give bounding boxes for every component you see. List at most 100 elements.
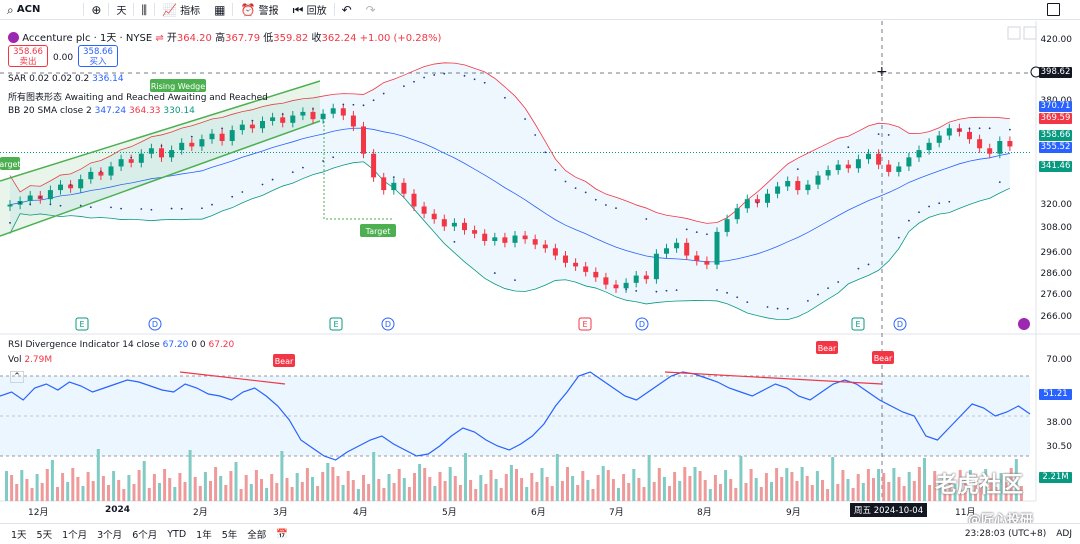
dividend-marker-label: D bbox=[639, 320, 645, 329]
volume-bar bbox=[520, 478, 524, 501]
candle-body bbox=[714, 231, 720, 265]
volume-bar bbox=[759, 487, 763, 501]
layout-button[interactable]: ▦ bbox=[207, 0, 232, 20]
candle-body bbox=[98, 171, 104, 176]
sar-dot bbox=[695, 231, 698, 234]
candle-body bbox=[68, 184, 74, 189]
volume-bar bbox=[209, 481, 212, 501]
sar-dot bbox=[635, 289, 638, 292]
candle-body bbox=[936, 135, 942, 143]
clock-time[interactable]: 23:28:03 (UTC+8) bbox=[964, 529, 1047, 539]
goto-date-button[interactable]: 📅 bbox=[271, 529, 293, 540]
sar-dot bbox=[241, 191, 244, 193]
volume-bar bbox=[362, 475, 365, 501]
volume-bar bbox=[566, 467, 569, 501]
range-ytd[interactable]: YTD bbox=[167, 528, 187, 540]
sar-dot bbox=[352, 103, 355, 106]
volume-bar bbox=[999, 473, 1003, 501]
candle-body bbox=[300, 111, 306, 116]
candle-body bbox=[835, 164, 841, 171]
alert-button[interactable]: ⏰ 警报 bbox=[233, 0, 285, 20]
sar-dot bbox=[908, 219, 910, 222]
earnings-marker-label: E bbox=[79, 320, 84, 329]
sar-dot bbox=[332, 156, 335, 159]
price-chart[interactable]: + Rising Wedge Target arget Bear Bear Bear E D E D… bbox=[0, 21, 1080, 521]
symbol-label: ACN bbox=[16, 4, 41, 15]
chart-area[interactable]: + Rising Wedge Target arget Bear Bear Bear E D E D… bbox=[0, 21, 1080, 528]
volume-bar bbox=[40, 483, 44, 501]
range-1d[interactable]: 1天 bbox=[11, 530, 27, 541]
candle-body bbox=[7, 204, 13, 207]
volume-bar bbox=[571, 476, 575, 501]
volume-bar bbox=[10, 475, 14, 501]
compare-button[interactable]: ⊕ bbox=[84, 0, 108, 20]
volume-bar bbox=[815, 471, 819, 501]
range-5d[interactable]: 5天 bbox=[36, 530, 53, 541]
range-5y[interactable]: 5年 bbox=[221, 530, 238, 541]
volume-bar bbox=[836, 484, 840, 501]
vol-value-tag: 2.21M bbox=[1039, 472, 1072, 483]
sar-dot bbox=[968, 127, 971, 130]
collapse-legend-button[interactable]: ⌃ bbox=[10, 371, 24, 383]
sar-dot bbox=[867, 263, 870, 266]
volume-bar bbox=[719, 484, 722, 501]
sell-button[interactable]: 358.66 卖出 bbox=[8, 45, 48, 67]
volume-bar bbox=[285, 478, 289, 501]
scroll-down-button bbox=[1007, 26, 1021, 40]
interval-button[interactable]: 天 bbox=[116, 6, 127, 17]
volume-bar bbox=[734, 488, 738, 501]
dividend-marker-label: D bbox=[385, 320, 391, 329]
volume-bar bbox=[377, 479, 381, 501]
adj-toggle[interactable]: ADJ bbox=[1056, 529, 1072, 539]
sar-dot bbox=[433, 74, 436, 76]
candle-body bbox=[805, 184, 811, 191]
volume-bar bbox=[244, 475, 248, 501]
volume-bar bbox=[780, 477, 784, 501]
sar-dot bbox=[928, 205, 930, 208]
redo-button[interactable]: ↷ bbox=[359, 0, 383, 20]
bollinger-mid-line bbox=[9, 127, 1010, 263]
range-all[interactable]: 全部 bbox=[247, 530, 267, 541]
volume-bar bbox=[810, 485, 814, 501]
sar-dot bbox=[847, 146, 850, 149]
volume-bar bbox=[963, 479, 967, 501]
volume-bar bbox=[428, 477, 432, 501]
volume-bar bbox=[713, 475, 717, 501]
range-6m[interactable]: 6个月 bbox=[132, 530, 158, 541]
volume-bar bbox=[479, 475, 483, 501]
buy-button[interactable]: 358.66 买入 bbox=[78, 45, 118, 67]
volume-bar bbox=[316, 486, 320, 501]
volume-bar bbox=[637, 478, 641, 501]
volume-bar bbox=[392, 483, 396, 501]
chart-type-button[interactable]: ⫼ bbox=[134, 0, 154, 20]
volume-bar bbox=[1004, 482, 1008, 501]
fullscreen-button[interactable] bbox=[1047, 3, 1060, 16]
sar-dot bbox=[9, 221, 11, 224]
patterns-legend: 所有图表形态 Awaiting and Reached Awaiting and… bbox=[8, 93, 268, 103]
replay-button[interactable]: ⏮ 回放 bbox=[286, 0, 334, 20]
volume-bar bbox=[163, 469, 167, 501]
candle-body bbox=[189, 142, 195, 147]
undo-button[interactable]: ↶ bbox=[335, 0, 359, 20]
range-3m[interactable]: 3个月 bbox=[97, 530, 123, 541]
volume-bar bbox=[188, 450, 192, 501]
bear-label-bg bbox=[872, 351, 894, 364]
sar-dot bbox=[594, 198, 597, 201]
sar-dot bbox=[59, 204, 62, 207]
candle-body bbox=[219, 133, 225, 141]
volume-bar bbox=[249, 484, 253, 501]
sar-dot bbox=[746, 301, 749, 303]
range-1y[interactable]: 1年 bbox=[196, 530, 212, 541]
dividend-marker bbox=[148, 317, 162, 331]
volume-bar bbox=[627, 483, 631, 501]
candle-body bbox=[623, 282, 629, 289]
volume-bar bbox=[989, 478, 993, 501]
sar-dot bbox=[554, 169, 557, 171]
symbol-search[interactable]: ⌕ ACN bbox=[0, 0, 47, 20]
range-1m[interactable]: 1个月 bbox=[62, 530, 88, 541]
volume-bar bbox=[275, 483, 279, 501]
sar-dot bbox=[483, 81, 486, 84]
high-value: 367.79 bbox=[225, 33, 261, 44]
range-bar: 1天 5天 1个月 3个月 6个月 YTD 1年 5年 全部 📅 23:28:0… bbox=[0, 523, 1080, 544]
indicators-button[interactable]: 📈 指标 bbox=[155, 0, 207, 20]
